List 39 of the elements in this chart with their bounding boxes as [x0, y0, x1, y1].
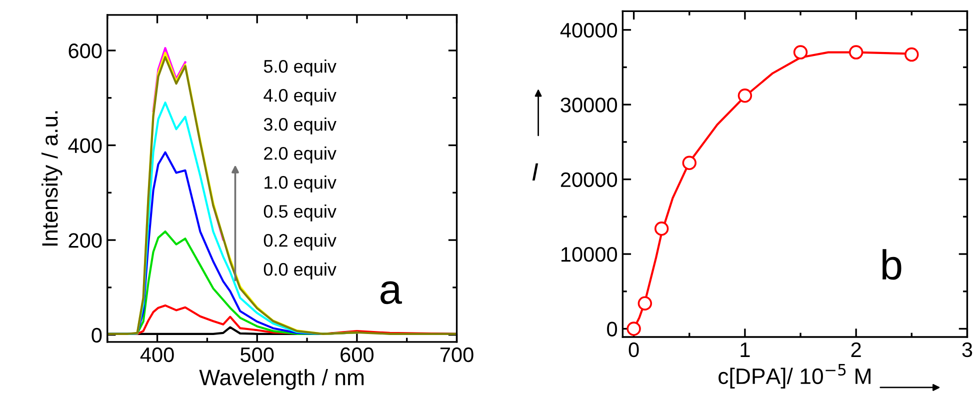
annotation: 0.0 equiv — [264, 262, 336, 280]
point — [738, 88, 752, 103]
x-tick-label: 3 — [962, 342, 972, 358]
annotation: 1.0 equiv — [264, 176, 336, 192]
annotation: 0.5 equiv — [264, 204, 336, 222]
x-tick-label: 500 — [240, 347, 274, 362]
annotation: 5.0 equiv — [264, 60, 336, 76]
y-tick-label: 600 — [68, 43, 102, 58]
y-tick-label: 30000 — [560, 98, 618, 112]
annotation: a — [380, 281, 402, 304]
point — [654, 222, 669, 236]
y-axis-title: Intensity / a.u. — [41, 111, 62, 246]
annotation: 0.2 equiv — [264, 234, 336, 250]
y-tick-label: 200 — [68, 233, 102, 248]
y-axis-title: I — [532, 163, 538, 181]
y-tick-label: 20000 — [560, 172, 618, 188]
point — [904, 47, 919, 62]
x-tick-label: 2 — [851, 342, 861, 357]
x-axis-title: Wavelength / nm — [199, 369, 364, 390]
x-tick-label: 0 — [628, 342, 639, 358]
point — [848, 45, 864, 60]
y-tick-label: 0 — [92, 328, 102, 343]
annotation: 4.0 equiv — [264, 88, 336, 106]
y-tick-label: 10000 — [561, 247, 618, 262]
point — [682, 156, 696, 170]
x-tick-label: 700 — [440, 347, 474, 362]
point — [793, 45, 808, 60]
annotation: 2.0 equiv — [264, 146, 336, 164]
x-tick-label: 1 — [740, 342, 750, 357]
x-axis-title: c[DPA]/ 10$^{−5}$ M — [718, 364, 870, 388]
annotation: 3.0 equiv — [264, 118, 336, 134]
x-tick-label: 600 — [340, 347, 374, 362]
point — [626, 322, 641, 336]
y-tick-label: 0 — [607, 322, 618, 337]
annotation: b — [882, 249, 902, 280]
y-tick-label: 400 — [68, 138, 102, 154]
point — [638, 296, 652, 310]
y-tick-label: 40000 — [560, 22, 618, 38]
x-tick-label: 400 — [140, 347, 174, 362]
